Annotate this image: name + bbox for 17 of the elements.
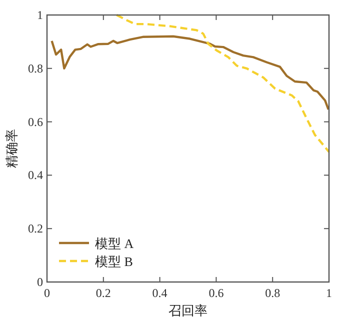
x-tick-label: 1: [326, 286, 332, 300]
y-tick-label: 1: [37, 8, 43, 22]
legend-label: 模型 B: [95, 254, 134, 269]
y-tick-label: 0.8: [28, 61, 43, 76]
y-tick-label: 0: [37, 275, 43, 289]
y-tick-label: 0.6: [28, 114, 43, 129]
x-tick-label: 0.4: [152, 286, 168, 300]
y-tick-label: 0.2: [28, 222, 43, 236]
line-series: [116, 14, 330, 154]
x-tick-label: 0.2: [96, 286, 111, 300]
x-tick-label: 0.8: [265, 286, 280, 300]
y-tick-label: 0.4: [28, 168, 43, 182]
line-series: [50, 35, 330, 111]
legend-label: 模型 A: [95, 236, 134, 251]
x-axis-title: 召回率: [168, 303, 208, 318]
x-tick-label: 0.6: [208, 286, 224, 300]
y-axis-title: 精确率: [4, 129, 19, 168]
